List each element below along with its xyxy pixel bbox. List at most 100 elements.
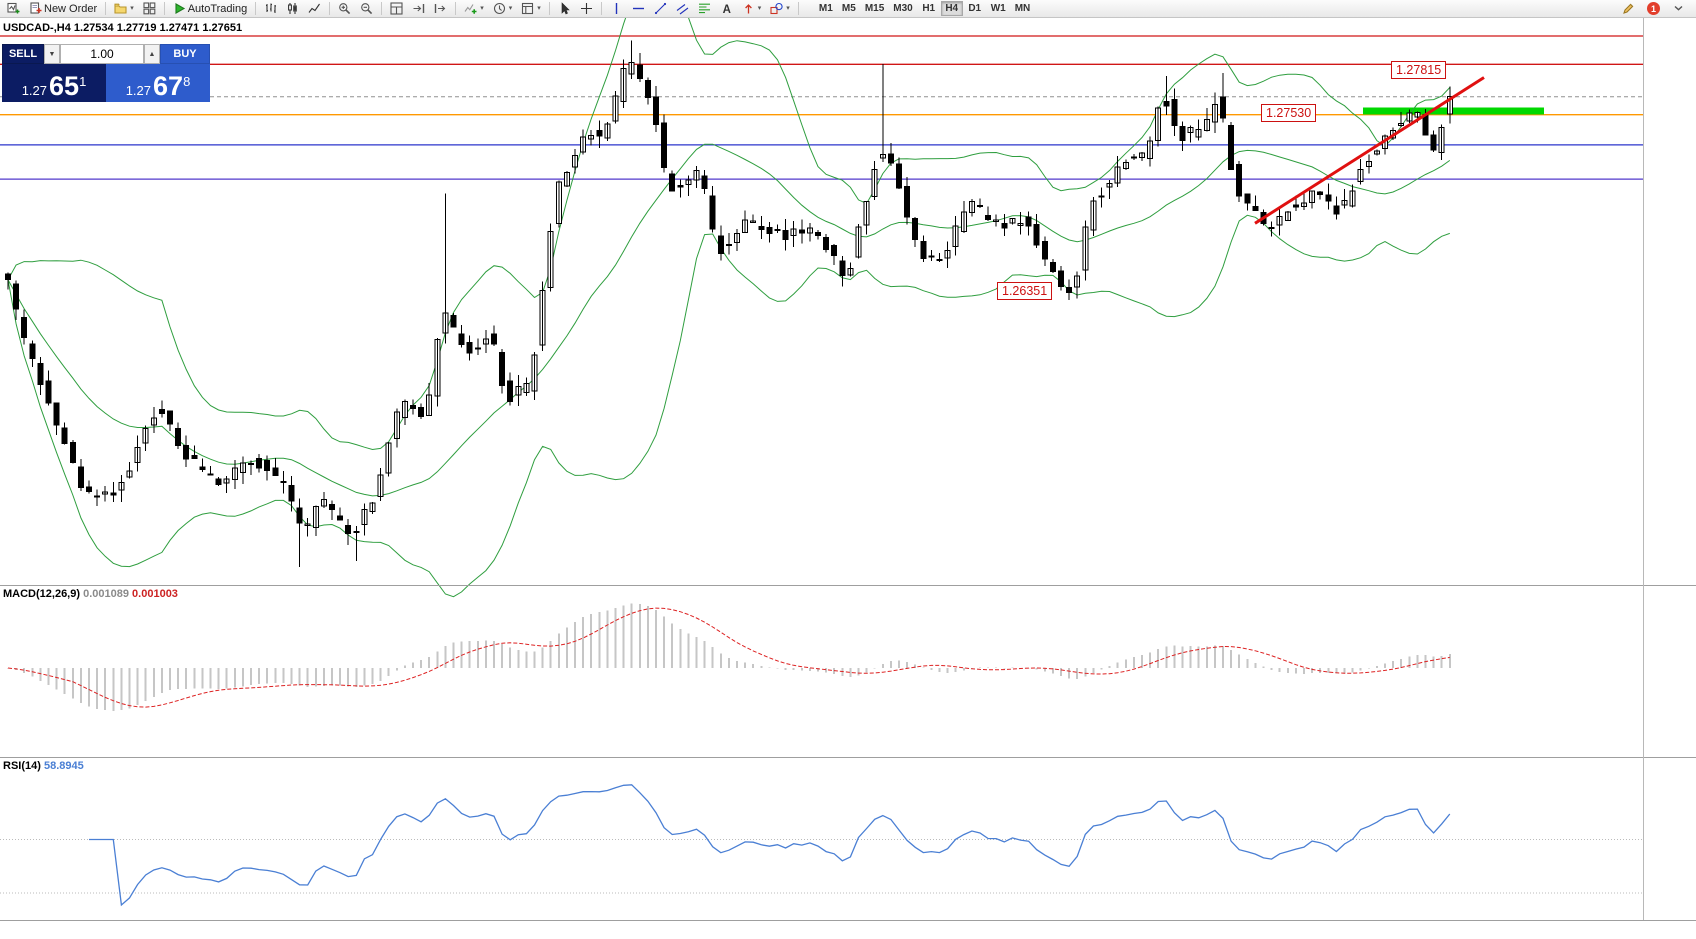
arrows-button[interactable]: ▾ [738, 1, 766, 17]
sell-price-main: 1.27 [21, 82, 48, 98]
chart-shift-button[interactable] [430, 1, 451, 17]
profiles-button[interactable]: ▾ [110, 1, 138, 17]
toolbar-separator [381, 2, 383, 15]
timeframe-m30-button[interactable]: M30 [889, 1, 916, 16]
zoom-in-icon [338, 2, 351, 15]
autotrading-button[interactable]: AutoTrading [169, 1, 252, 17]
price-annotation-entry: 1.27530 [1261, 104, 1317, 122]
periods-button[interactable]: ▾ [489, 1, 517, 17]
zoom-out-icon [360, 2, 373, 15]
crosshair-button[interactable] [576, 1, 597, 17]
new-chart-icon [7, 2, 20, 15]
badge-icon: 1 [1647, 2, 1660, 15]
toolbar-separator [163, 2, 165, 15]
charts-grid-button[interactable] [139, 1, 160, 17]
caret-down-icon: ▾ [537, 4, 541, 12]
timeframe-group: M1 M5 M15 M30 H1 H4 D1 W1 MN [815, 1, 1034, 16]
equidistant-channel-button[interactable] [672, 1, 693, 17]
toolbar-separator [797, 2, 799, 15]
pencil-icon [1622, 2, 1635, 15]
toolbar-separator [105, 2, 107, 15]
timeframe-h4-button[interactable]: H4 [940, 1, 963, 16]
buy-price-point: 8 [183, 74, 191, 89]
trendline-button[interactable] [650, 1, 671, 17]
vertical-line-button[interactable] [606, 1, 627, 17]
toolbar-separator [455, 2, 457, 15]
notification-button[interactable]: 1 [1643, 1, 1664, 17]
toolbar-separator [548, 2, 550, 15]
line-chart-icon [308, 2, 321, 15]
caret-down-icon: ▾ [508, 4, 513, 12]
overflow-icon [1672, 2, 1685, 15]
rsi-name: RSI(14) [3, 760, 41, 772]
macd-indicator-label: MACD(12,26,9) 0.001089 0.001003 [3, 588, 178, 600]
timeframe-mn-button[interactable]: MN [1011, 1, 1035, 16]
caret-down-icon: ▾ [130, 4, 134, 12]
sell-price-point: 1 [79, 74, 87, 89]
one-click-price-row: 1.27 65 1 1.27 67 8 [2, 64, 210, 102]
toolbar: New Order ▾ AutoTrading ▾ ▾ ▾ A ▾ ▾ M1 M5 M15 M30 H1 H… [0, 0, 1696, 18]
buy-price-main: 1.27 [125, 82, 152, 98]
auto-scroll-button[interactable] [408, 1, 429, 17]
volume-down-button[interactable]: ▼ [44, 44, 60, 64]
fibonacci-button[interactable] [694, 1, 715, 17]
price-trend-arrow [1254, 76, 1485, 225]
support-zone-bar [1363, 107, 1544, 115]
volume-up-button[interactable]: ▲ [144, 44, 160, 64]
sell-button[interactable]: SELL [2, 44, 44, 64]
arrows-icon [742, 2, 755, 15]
hline-icon [632, 2, 645, 15]
volume-input[interactable] [60, 44, 144, 64]
cursor-button[interactable] [554, 1, 575, 17]
line-chart-button[interactable] [304, 1, 325, 17]
autotrading-label: AutoTrading [187, 2, 248, 15]
chart-title-ohlc: USDCAD-,H4 1.27534 1.27719 1.27471 1.276… [3, 22, 243, 34]
toolbar-overflow-button[interactable] [1668, 1, 1689, 17]
new-chart-button[interactable] [3, 1, 24, 17]
candlestick-icon [286, 2, 299, 15]
bar-chart-button[interactable] [260, 1, 281, 17]
macd-name: MACD(12,26,9) [3, 588, 81, 600]
bollinger-bands [7, 0, 1451, 598]
candlestick-chart-button[interactable] [282, 1, 303, 17]
timeframe-h1-button[interactable]: H1 [918, 1, 940, 16]
tile-windows-button[interactable] [386, 1, 407, 17]
bar-chart-icon [264, 2, 277, 15]
rsi-line [89, 784, 1451, 907]
svg-text:A: A [722, 4, 730, 15]
templates-button[interactable]: ▾ [517, 1, 545, 17]
buy-button[interactable]: BUY [160, 44, 210, 64]
zoom-out-button[interactable] [356, 1, 377, 17]
cursor-icon [558, 2, 571, 15]
buy-price[interactable]: 1.27 67 8 [106, 64, 210, 102]
autotrading-icon [173, 2, 186, 15]
timeframe-d1-button[interactable]: D1 [964, 1, 986, 16]
text-label-button[interactable]: A [716, 1, 737, 17]
indicators-icon [464, 2, 477, 15]
auto-scroll-icon [412, 2, 425, 15]
notification-badge: 1 [1647, 2, 1660, 15]
channel-icon [676, 2, 689, 15]
shapes-button[interactable]: ▾ [766, 1, 794, 17]
timeframe-m1-button[interactable]: M1 [815, 1, 837, 16]
macd-histogram [7, 603, 1451, 711]
timeframe-m15-button[interactable]: M15 [861, 1, 888, 16]
horizontal-line-button[interactable] [628, 1, 649, 17]
caret-down-icon: ▾ [786, 4, 790, 12]
buy-price-pips: 67 [153, 71, 184, 102]
zoom-in-button[interactable] [334, 1, 355, 17]
timeframe-m5-button[interactable]: M5 [838, 1, 860, 16]
trendline-icon [654, 2, 667, 15]
toolbar-right-group: 1 [1618, 1, 1689, 17]
toolbar-separator [255, 2, 257, 15]
edit-button[interactable] [1618, 1, 1639, 17]
new-order-label: New Order [44, 2, 98, 15]
templates-icon [521, 2, 534, 15]
shapes-icon [770, 2, 783, 15]
timeframe-w1-button[interactable]: W1 [987, 1, 1010, 16]
sell-price[interactable]: 1.27 65 1 [2, 64, 106, 102]
indicators-button[interactable]: ▾ [460, 1, 488, 17]
new-order-button[interactable]: New Order [25, 1, 101, 17]
price-annotation-low: 1.26351 [997, 282, 1053, 300]
